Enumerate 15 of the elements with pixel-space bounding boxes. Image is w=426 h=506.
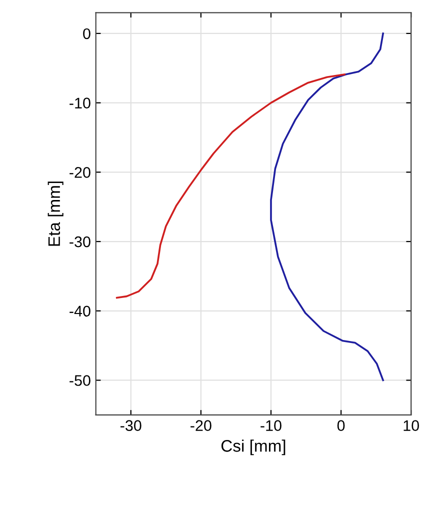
x-tick-label: 0 <box>337 420 345 432</box>
y-tick-label: 0 <box>83 28 90 40</box>
line-series <box>270 32 384 382</box>
y-tick-label: -50 <box>70 375 90 386</box>
line-series <box>116 73 346 299</box>
x-tick-label: -10 <box>260 420 282 432</box>
x-tick-label: -30 <box>120 420 142 432</box>
y-axis-title: Eta [mm] <box>48 182 64 246</box>
x-axis-title: Csi [mm] <box>221 440 286 456</box>
y-tick-label: -40 <box>70 306 90 317</box>
x-tick-label: 10 <box>404 420 419 432</box>
y-tick-label: -10 <box>70 98 90 108</box>
y-tick-label: -20 <box>70 167 90 178</box>
x-tick-label: -20 <box>190 420 212 432</box>
y-tick-label: -30 <box>70 236 90 248</box>
